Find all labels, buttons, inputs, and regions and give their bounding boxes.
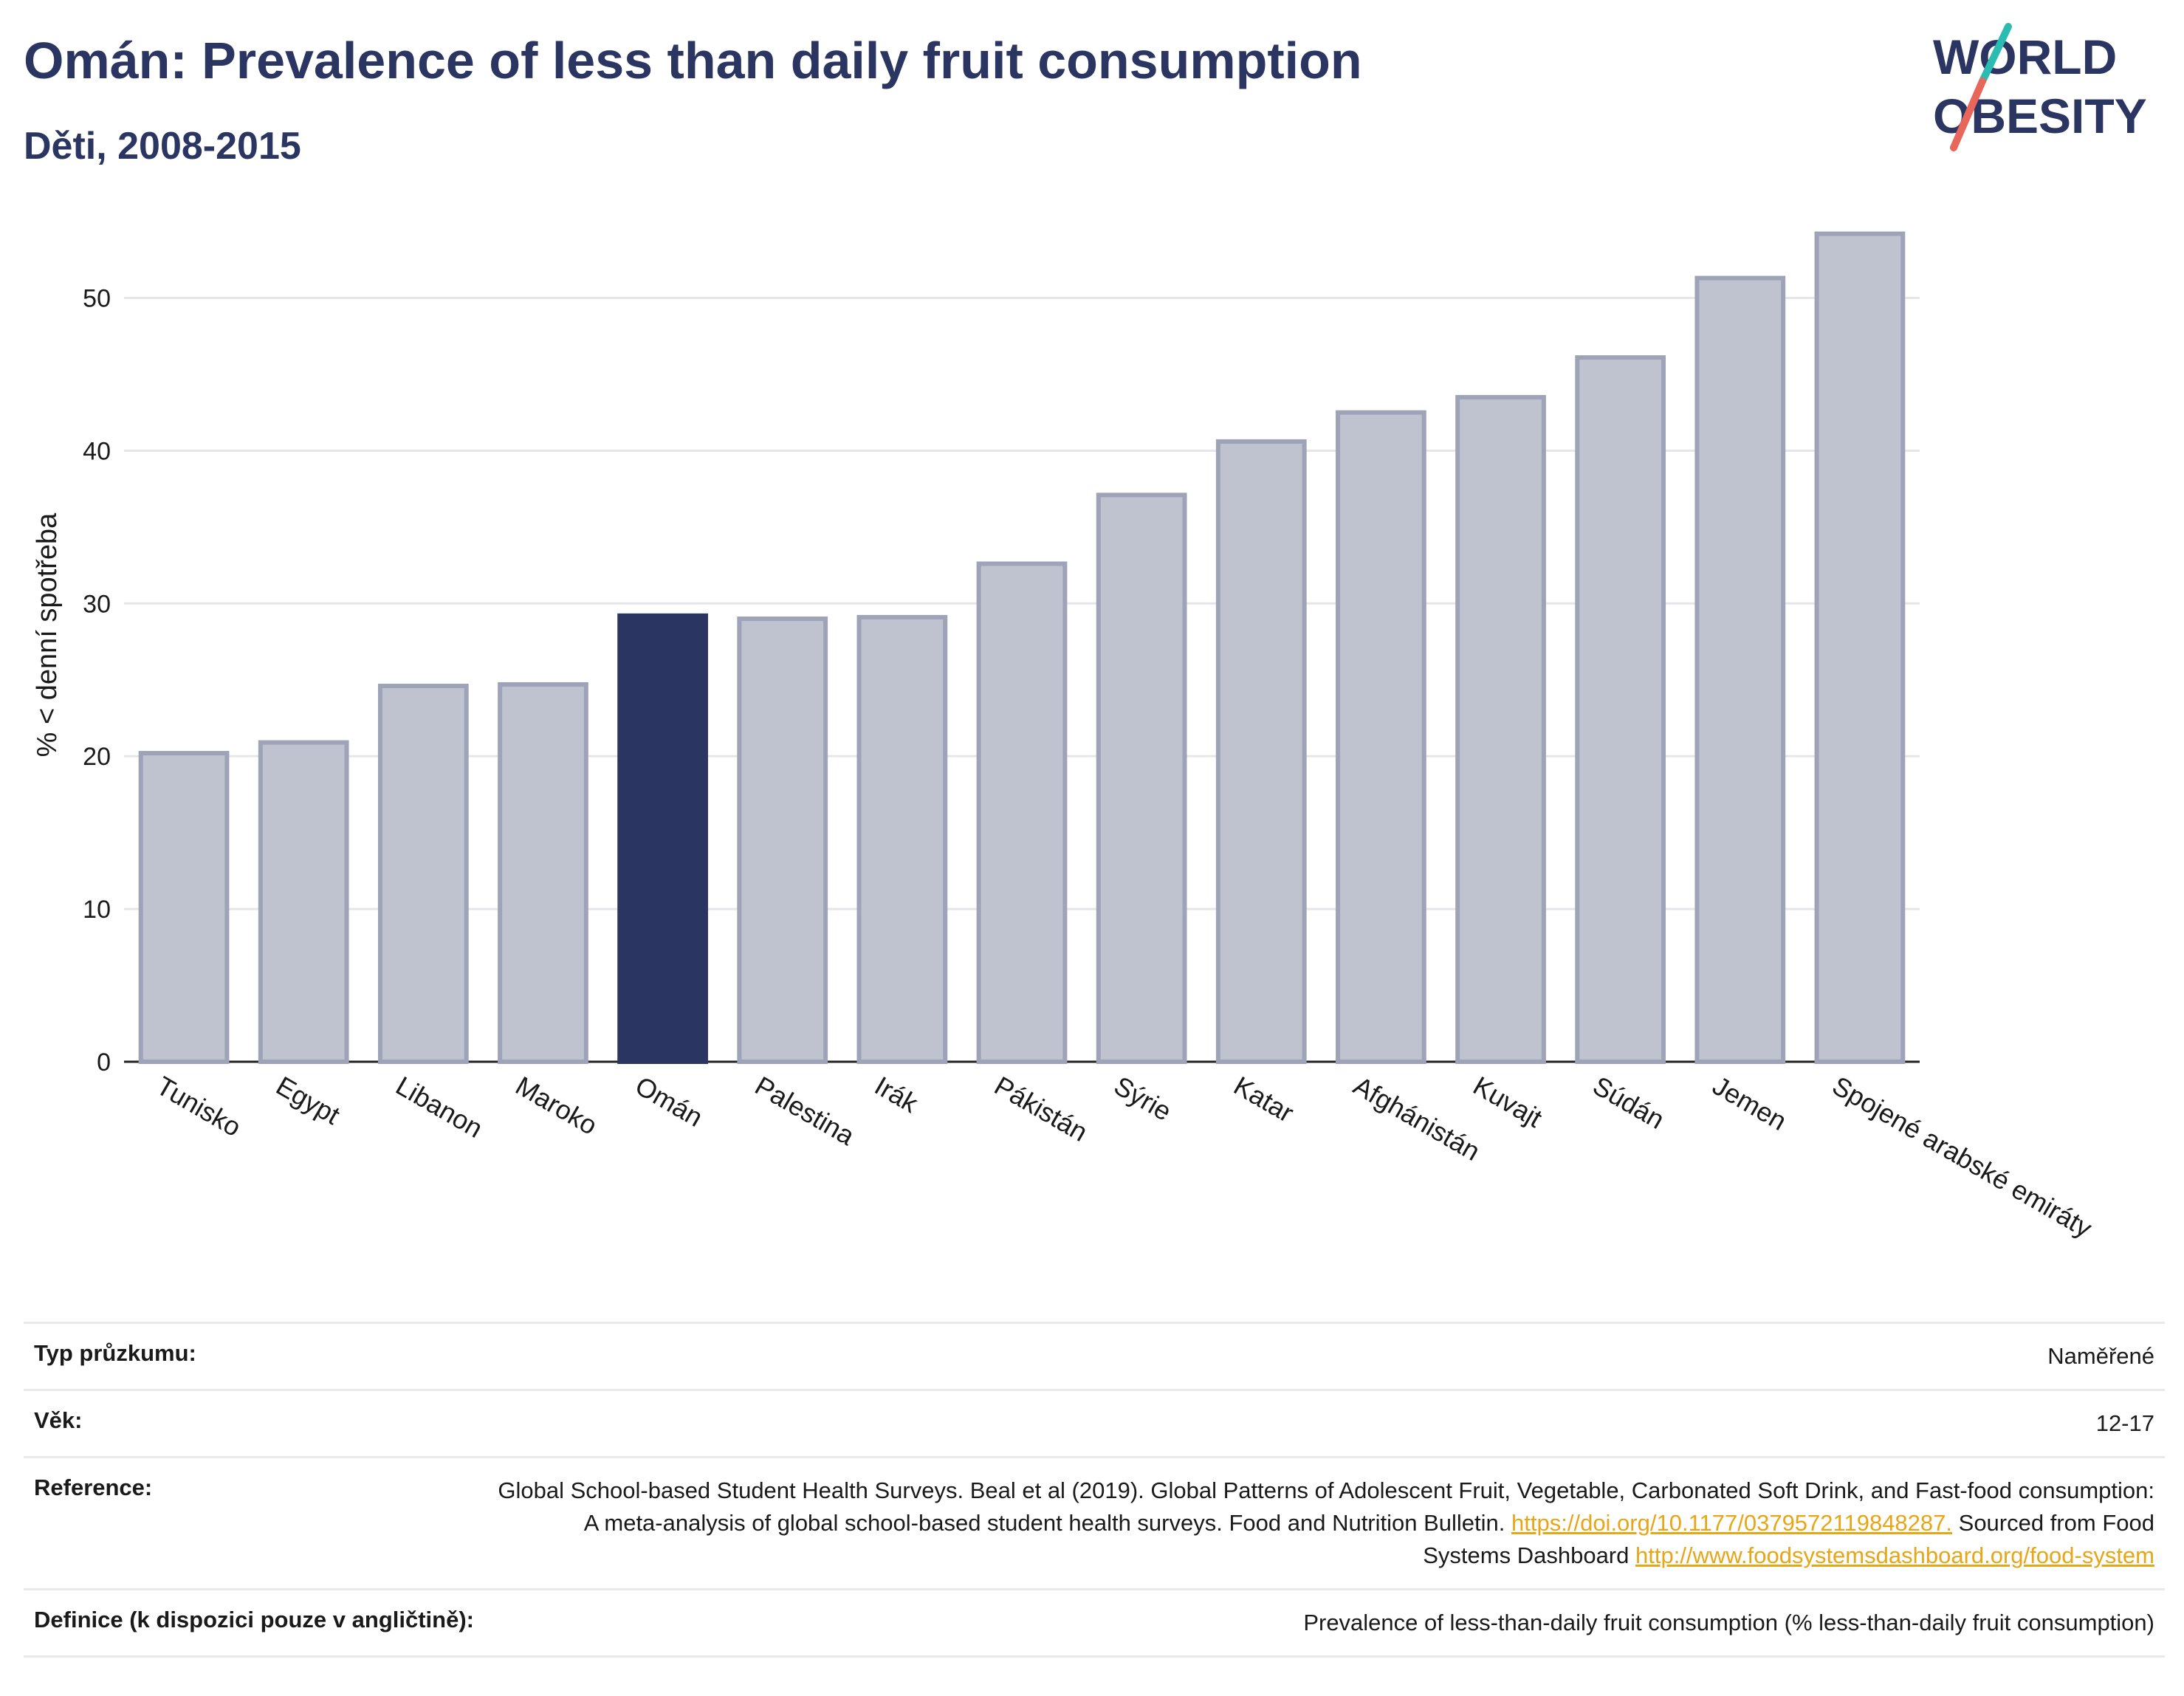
meta-value: Naměřené [2047, 1343, 2154, 1369]
meta-key: Reference: [34, 1474, 153, 1500]
bar-Jemen [1694, 275, 1786, 1064]
bar-Pákistán [976, 561, 1068, 1064]
bar-Irák [856, 614, 948, 1064]
y-tick-label: 30 [83, 590, 111, 618]
x-tick-label: Jemen [1708, 1070, 1792, 1136]
x-tick-label: Afghánistán [1348, 1070, 1485, 1167]
y-tick-label: 20 [83, 743, 111, 771]
meta-value: 12-17 [2095, 1410, 2154, 1436]
meta-value: Global School-based Student Health Surve… [493, 1474, 2154, 1572]
y-axis-label: % < denní spotřeba [32, 512, 63, 757]
logo-line1: WORLD [1933, 30, 2117, 84]
x-tick-label: Egypt [271, 1070, 345, 1130]
x-tick-label: Maroko [510, 1070, 602, 1141]
page-title: Omán: Prevalence of less than daily frui… [24, 32, 1362, 89]
bar-Kuvajt [1455, 394, 1546, 1064]
y-tick-label: 10 [83, 896, 111, 924]
x-tick-label: Sýrie [1109, 1070, 1177, 1127]
dashboard-link[interactable]: http://www.foodsystemsdashboard.org/food… [1635, 1542, 2154, 1568]
bar-Katar [1215, 439, 1307, 1064]
world-obesity-logo: WORLD OBESITY [1933, 23, 2147, 151]
bar-Tunisko [138, 751, 230, 1064]
meta-row-age: Věk: 12-17 [24, 1389, 2165, 1456]
x-tick-label: Libanon [391, 1070, 487, 1144]
meta-row-definition: Definice (k dispozici pouze v angličtině… [24, 1588, 2165, 1658]
bar-Spojené arabské emiráty [1814, 231, 1906, 1064]
x-tick-label: Pákistán [989, 1070, 1093, 1147]
x-tick-label: Palestina [750, 1070, 861, 1151]
meta-key: Typ průzkumu: [34, 1340, 196, 1366]
x-tick-label: Katar [1229, 1070, 1299, 1128]
bar-Sýrie [1096, 492, 1187, 1064]
y-tick-label: 0 [97, 1048, 111, 1077]
x-tick-label: Kuvajt [1469, 1070, 1548, 1133]
reference-text: Global School-based Student Health Surve… [498, 1477, 2154, 1536]
bar-Omán [617, 613, 708, 1064]
meta-key: Věk: [34, 1407, 83, 1433]
meta-value: Prevalence of less-than-daily fruit cons… [1303, 1610, 2154, 1635]
bar-Maroko [498, 682, 588, 1065]
meta-key: Definice (k dispozici pouze v angličtině… [34, 1607, 474, 1633]
meta-row-survey-type: Typ průzkumu: Naměřené [24, 1322, 2165, 1389]
bar-Súdán [1575, 355, 1666, 1064]
y-tick-label: 40 [83, 437, 111, 465]
page-subtitle: Děti, 2008-2015 [24, 125, 301, 168]
bar-Afghánistán [1336, 410, 1426, 1064]
metadata-table: Typ průzkumu: Naměřené Věk: 12-17 Refere… [24, 1322, 2165, 1658]
x-tick-label: Spojené arabské emiráty [1827, 1070, 2097, 1243]
x-tick-label: Tunisko [151, 1070, 247, 1142]
y-tick-label: 50 [83, 284, 111, 312]
x-tick-label: Súdán [1588, 1070, 1670, 1135]
bar-Egypt [258, 740, 349, 1064]
bar-Palestina [737, 616, 828, 1064]
bar-chart: 0 10 20 30 40 50 Tunisko Egypt Libanon Maroko Omá… [32, 231, 2097, 1243]
x-tick-label: Irák [870, 1070, 924, 1119]
x-tick-label: Omán [631, 1070, 708, 1133]
bar-Libanon [377, 684, 469, 1065]
meta-row-reference: Reference: Global School-based Student H… [24, 1456, 2165, 1588]
doi-link[interactable]: https://doi.org/10.1177/0379572119848287… [1511, 1510, 1953, 1536]
reference-source-text: Sourced from Food Systems Dashboard [1423, 1510, 2154, 1568]
